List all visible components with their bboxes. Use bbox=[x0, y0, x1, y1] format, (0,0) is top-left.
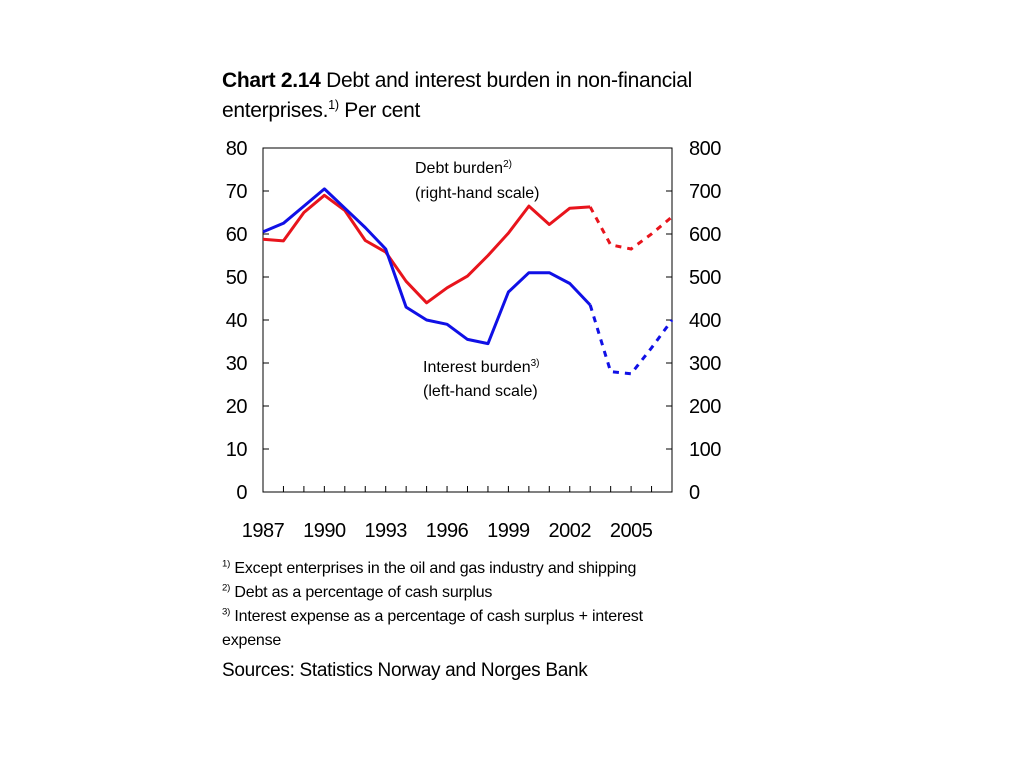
interest-burden-line bbox=[262, 187, 592, 346]
debt-burden-label: Debt burden2) bbox=[415, 159, 512, 177]
footnote-2-mark: 2) bbox=[222, 582, 231, 594]
interest-burden-scale: (left-hand scale) bbox=[423, 383, 538, 400]
debt-burden-projection-line bbox=[588, 206, 673, 251]
title-line1: Debt and interest burden in non-financia… bbox=[320, 69, 693, 92]
right-y-tick-label: 700 bbox=[689, 181, 721, 203]
footnote-3-mark: 3) bbox=[222, 606, 231, 618]
footnote-2: 2) Debt as a percentage of cash surplus bbox=[222, 581, 682, 605]
x-tick-label: 1990 bbox=[303, 520, 346, 542]
right-y-tick-label: 200 bbox=[689, 396, 721, 418]
x-tick-label: 1996 bbox=[426, 520, 469, 542]
right-y-tick-label: 600 bbox=[689, 224, 721, 246]
x-tick-label: 2002 bbox=[549, 520, 592, 542]
series-lines bbox=[262, 187, 674, 376]
left-y-tick-label: 40 bbox=[226, 310, 248, 332]
left-y-tick-label: 20 bbox=[226, 396, 248, 418]
right-y-tick-label: 800 bbox=[689, 138, 721, 160]
footnote-3-text: Interest expense as a percentage of cash… bbox=[222, 608, 643, 649]
debt-burden-footnote-mark: 2) bbox=[503, 159, 512, 170]
footnotes: 1) Except enterprises in the oil and gas… bbox=[222, 557, 682, 653]
debt-burden-name: Debt burden bbox=[415, 160, 503, 177]
right-y-tick-label: 300 bbox=[689, 353, 721, 375]
left-y-tick-label: 80 bbox=[226, 138, 248, 160]
right-y-tick-label: 0 bbox=[689, 482, 700, 504]
right-y-tick-label: 400 bbox=[689, 310, 721, 332]
chart-title: Chart 2.14 Debt and interest burden in n… bbox=[222, 66, 742, 126]
x-tick-label: 1993 bbox=[364, 520, 407, 542]
title-unit: Per cent bbox=[338, 99, 421, 122]
x-tick-label: 2005 bbox=[610, 520, 653, 542]
left-y-tick-label: 30 bbox=[226, 353, 248, 375]
sources: Sources: Statistics Norway and Norges Ba… bbox=[222, 660, 588, 681]
footnote-2-text: Debt as a percentage of cash surplus bbox=[230, 584, 493, 601]
debt-burden-scale: (right-hand scale) bbox=[415, 185, 540, 202]
right-y-tick-label: 100 bbox=[689, 439, 721, 461]
title-footnote-mark: 1) bbox=[328, 98, 339, 112]
left-y-tick-label: 0 bbox=[236, 482, 247, 504]
left-y-tick-label: 10 bbox=[226, 439, 248, 461]
title-line2: enterprises. bbox=[222, 99, 329, 122]
left-y-tick-label: 50 bbox=[226, 267, 248, 289]
footnote-1: 1) Except enterprises in the oil and gas… bbox=[222, 557, 682, 581]
axis-ticks: 1987 1990 1993 1996 1999 2002 2005 0 10 20 30 40 50 6… bbox=[226, 138, 722, 542]
interest-burden-projection-line bbox=[588, 304, 674, 376]
interest-burden-label: Interest burden3) bbox=[423, 358, 540, 376]
chart-number: Chart 2.14 bbox=[222, 69, 321, 92]
interest-burden-name: Interest burden bbox=[423, 359, 531, 376]
footnote-3: 3) Interest expense as a percentage of c… bbox=[222, 605, 682, 653]
right-y-tick-label: 500 bbox=[689, 267, 721, 289]
left-y-tick-label: 60 bbox=[226, 224, 248, 246]
interest-burden-footnote-mark: 3) bbox=[531, 358, 540, 369]
x-tick-label: 1987 bbox=[242, 520, 285, 542]
footnote-1-text: Except enterprises in the oil and gas in… bbox=[230, 560, 637, 577]
footnote-1-mark: 1) bbox=[222, 558, 231, 570]
x-tick-label: 1999 bbox=[487, 520, 530, 542]
left-y-tick-label: 70 bbox=[226, 181, 248, 203]
debt-burden-line bbox=[262, 193, 591, 305]
